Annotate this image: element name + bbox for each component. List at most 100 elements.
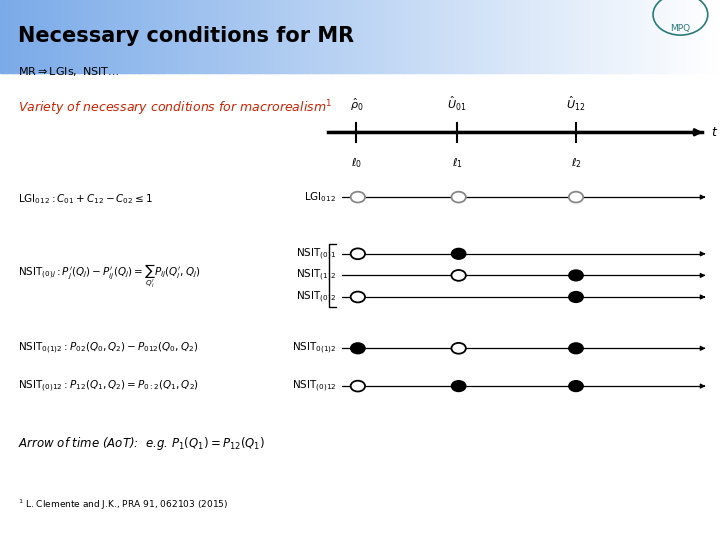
Bar — [605, 0, 608, 73]
Bar — [132, 0, 135, 73]
Bar — [662, 0, 665, 73]
Bar — [185, 0, 188, 73]
Bar — [130, 0, 132, 73]
Bar — [329, 0, 332, 73]
Bar — [41, 0, 44, 73]
Bar — [115, 0, 118, 73]
Bar — [401, 0, 404, 73]
Bar — [286, 0, 289, 73]
Bar — [19, 0, 22, 73]
Text: MPQ: MPQ — [670, 24, 690, 32]
Bar — [125, 0, 128, 73]
Bar — [415, 0, 418, 73]
Bar — [444, 0, 447, 73]
Bar — [408, 0, 411, 73]
Bar — [413, 0, 416, 73]
Bar — [626, 0, 629, 73]
Bar — [585, 0, 589, 73]
Bar — [405, 0, 409, 73]
Bar — [425, 0, 428, 73]
Circle shape — [351, 343, 365, 354]
Bar — [142, 0, 145, 73]
Bar — [341, 0, 344, 73]
Bar — [528, 0, 531, 73]
Bar — [216, 0, 219, 73]
Bar — [230, 0, 233, 73]
Bar — [187, 0, 190, 73]
Bar — [194, 0, 197, 73]
Bar — [302, 0, 305, 73]
Bar — [675, 0, 678, 73]
Bar — [218, 0, 222, 73]
Bar — [178, 0, 181, 73]
Bar — [279, 0, 282, 73]
Bar — [497, 0, 500, 73]
Bar — [711, 0, 714, 73]
Bar — [257, 0, 260, 73]
Circle shape — [351, 292, 365, 302]
Bar — [619, 0, 622, 73]
Bar — [646, 0, 649, 73]
Bar — [610, 0, 613, 73]
Bar — [482, 0, 485, 73]
Bar — [574, 0, 577, 73]
Bar — [81, 0, 85, 73]
Bar — [372, 0, 375, 73]
Bar — [50, 0, 53, 73]
Bar — [207, 0, 210, 73]
Bar — [593, 0, 596, 73]
Bar — [557, 0, 560, 73]
Text: $\hat{\rho}_0$: $\hat{\rho}_0$ — [350, 97, 363, 113]
Text: $^1$ L. Clemente and J.K., PRA 91, 062103 (2015): $^1$ L. Clemente and J.K., PRA 91, 06210… — [18, 498, 228, 512]
Bar — [398, 0, 402, 73]
Bar — [84, 0, 87, 73]
Bar — [454, 0, 456, 73]
Bar — [247, 0, 251, 73]
Bar — [502, 0, 505, 73]
Bar — [466, 0, 469, 73]
Bar — [459, 0, 462, 73]
Bar — [326, 0, 330, 73]
Bar — [110, 0, 114, 73]
Bar — [63, 0, 66, 73]
Bar — [612, 0, 615, 73]
Bar — [29, 0, 32, 73]
Bar — [180, 0, 183, 73]
Circle shape — [569, 192, 583, 202]
Bar — [235, 0, 238, 73]
Bar — [336, 0, 339, 73]
Bar — [660, 0, 663, 73]
Bar — [499, 0, 503, 73]
Bar — [475, 0, 478, 73]
Bar — [45, 0, 49, 73]
Bar — [14, 0, 17, 73]
Bar — [667, 0, 670, 73]
Bar — [535, 0, 539, 73]
Bar — [91, 0, 94, 73]
Bar — [468, 0, 471, 73]
Bar — [708, 0, 711, 73]
Bar — [461, 0, 464, 73]
Bar — [516, 0, 519, 73]
Bar — [74, 0, 78, 73]
Bar — [384, 0, 387, 73]
Bar — [319, 0, 323, 73]
Bar — [682, 0, 685, 73]
Bar — [487, 0, 490, 73]
Bar — [396, 0, 399, 73]
Bar — [367, 0, 370, 73]
Bar — [264, 0, 267, 73]
Circle shape — [569, 270, 583, 281]
Circle shape — [569, 343, 583, 354]
Bar — [523, 0, 526, 73]
Bar — [554, 0, 557, 73]
Bar — [463, 0, 467, 73]
Bar — [202, 0, 204, 73]
Bar — [480, 0, 483, 73]
Bar — [540, 0, 543, 73]
Bar — [182, 0, 186, 73]
Bar — [2, 0, 6, 73]
Bar — [639, 0, 642, 73]
Bar — [254, 0, 258, 73]
Bar — [288, 0, 291, 73]
